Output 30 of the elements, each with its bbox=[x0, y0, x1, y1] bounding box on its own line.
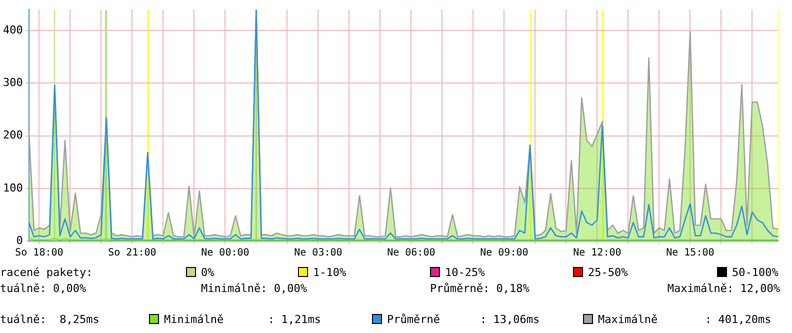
y-tick-label: 200 bbox=[2, 128, 23, 142]
x-tick-label: Ne 09:00 bbox=[480, 248, 528, 259]
text: Maximálně: 12,00% bbox=[667, 282, 780, 295]
x-tick-label: So 18:00 bbox=[15, 248, 64, 259]
y-tick-label: 0 bbox=[16, 234, 23, 247]
x-tick-label: Ne 03:00 bbox=[294, 248, 342, 259]
legend-label: Minimálně bbox=[164, 313, 224, 326]
x-tick-label: Ne 00:00 bbox=[201, 248, 250, 259]
text: 25-50% bbox=[588, 266, 628, 279]
x-tick-label: Ne 15:00 bbox=[666, 248, 714, 259]
legend-label: Maximálně bbox=[598, 313, 658, 326]
text: : 1,21ms bbox=[268, 313, 321, 326]
legend-label: Průměrně bbox=[387, 313, 440, 326]
y-tick-label: 400 bbox=[2, 23, 23, 36]
text: : 401,20ms bbox=[705, 313, 772, 326]
x-tick-label: Ne 12:00 bbox=[573, 248, 622, 259]
text: 1-10% bbox=[313, 266, 346, 279]
y-tick-label: 100 bbox=[2, 181, 23, 194]
text: : 13,06ms bbox=[480, 313, 540, 326]
x-tick-label: Ne 06:00 bbox=[387, 248, 436, 259]
text: 0% bbox=[201, 266, 214, 279]
y-tick-label: 300 bbox=[2, 76, 23, 90]
text: tuálně: 0,00% bbox=[0, 282, 86, 295]
text: 50-100% bbox=[732, 266, 778, 279]
text: racené pakety: bbox=[0, 266, 93, 279]
text: Minimálně: 0,00% bbox=[201, 282, 307, 295]
x-tick-label: So 21:00 bbox=[108, 248, 156, 259]
text: 10-25% bbox=[445, 266, 485, 279]
text: Průměrně: 0,18% bbox=[430, 282, 530, 295]
text: tuálně: 8,25ms bbox=[0, 313, 100, 326]
